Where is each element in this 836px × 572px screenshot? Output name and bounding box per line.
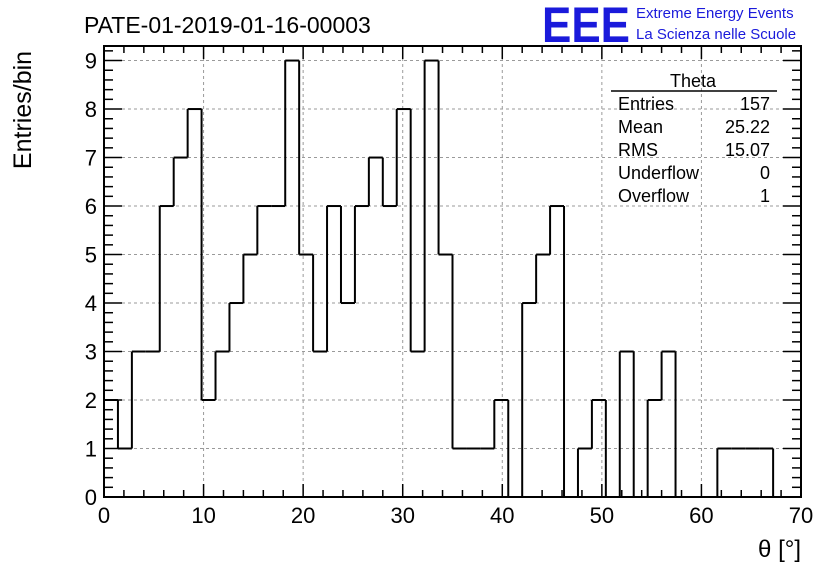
histogram-bin [535, 253, 551, 304]
stats-row-label: RMS [618, 140, 658, 160]
stats-row-label: Mean [618, 117, 663, 137]
y-tick-label: 2 [85, 388, 97, 413]
stats-row-label: Entries [618, 94, 674, 114]
stats-box-title: Theta [670, 71, 717, 91]
run-title: PATE-01-2019-01-16-00003 [84, 12, 371, 38]
histogram-bin [772, 448, 788, 498]
histogram-bin [200, 109, 216, 402]
stats-row-value: 25.22 [725, 117, 770, 137]
y-tick-label: 5 [85, 243, 97, 268]
y-tick-label: 1 [85, 437, 97, 462]
histogram-bin [409, 109, 425, 353]
y-tick-label: 7 [85, 146, 97, 171]
histogram-bin [214, 350, 230, 401]
histogram-bin [228, 302, 244, 352]
x-tick-label: 50 [590, 503, 614, 528]
histogram-bin [590, 399, 606, 449]
stats-row-value: 0 [760, 163, 770, 183]
histogram-bin [172, 156, 188, 207]
axes [103, 45, 802, 498]
histogram-bin [158, 205, 174, 352]
y-tick-label: 0 [85, 485, 97, 510]
x-axis-label: θ [°] [758, 536, 801, 563]
y-tick-label: 3 [85, 340, 97, 365]
x-tick-label: 40 [490, 503, 514, 528]
histogram-bin [395, 108, 411, 207]
histogram-bin [367, 156, 383, 207]
histogram-bin [632, 351, 648, 498]
histogram-bin [312, 254, 328, 353]
stats-row-label: Overflow [618, 186, 690, 206]
logo-line-2: La Scienza nelle Scuole [636, 26, 796, 43]
y-tick-label: 8 [85, 97, 97, 122]
histogram-bin [618, 350, 634, 497]
y-tick-label: 4 [85, 291, 97, 316]
stats-box: Theta Entries 157 Mean 25.22 RMS 15.07 U… [611, 71, 777, 206]
histogram-bin [353, 205, 369, 304]
x-tick-label: 10 [191, 503, 215, 528]
histogram-bin [521, 302, 537, 497]
histogram-bin [339, 206, 355, 305]
logo-line-1: Extreme Energy Events [636, 5, 794, 22]
histogram-bin [451, 254, 467, 450]
x-tick-label: 30 [390, 503, 414, 528]
histogram-bin [130, 350, 146, 449]
histogram-bin [716, 447, 732, 497]
histogram-bin [674, 351, 690, 498]
histogram-bin [381, 157, 397, 208]
stats-row-label: Underflow [618, 163, 700, 183]
y-tick-label: 9 [85, 49, 97, 74]
histogram-bin [423, 59, 439, 352]
histogram-bin [116, 400, 132, 450]
histogram-bin [549, 205, 565, 255]
stats-row-value: 15.07 [725, 140, 770, 160]
histogram-bin [284, 59, 300, 207]
eee-logo: EEE [542, 0, 630, 53]
histogram-bin [242, 253, 258, 304]
y-axis-label: Entries/bin [9, 51, 37, 169]
x-tick-label: 0 [98, 503, 110, 528]
histogram-bin [660, 350, 676, 401]
histogram-bin [646, 399, 662, 497]
x-tick-label: 60 [689, 503, 713, 528]
stats-row-value: 157 [740, 94, 770, 114]
histogram-bin [576, 447, 592, 497]
histogram-bin [437, 60, 453, 256]
histogram-bin [256, 205, 272, 255]
histogram-bin [604, 400, 620, 498]
histogram-bin [186, 108, 202, 158]
y-tick-label: 6 [85, 194, 97, 219]
stats-row-value: 1 [760, 186, 770, 206]
plot-frame [103, 45, 802, 498]
histogram-bin [326, 205, 341, 352]
histogram-bin [493, 399, 509, 449]
x-tick-label: 70 [789, 503, 813, 528]
x-tick-label: 20 [291, 503, 315, 528]
histogram-bin [298, 60, 314, 256]
histogram-bars [103, 59, 801, 498]
